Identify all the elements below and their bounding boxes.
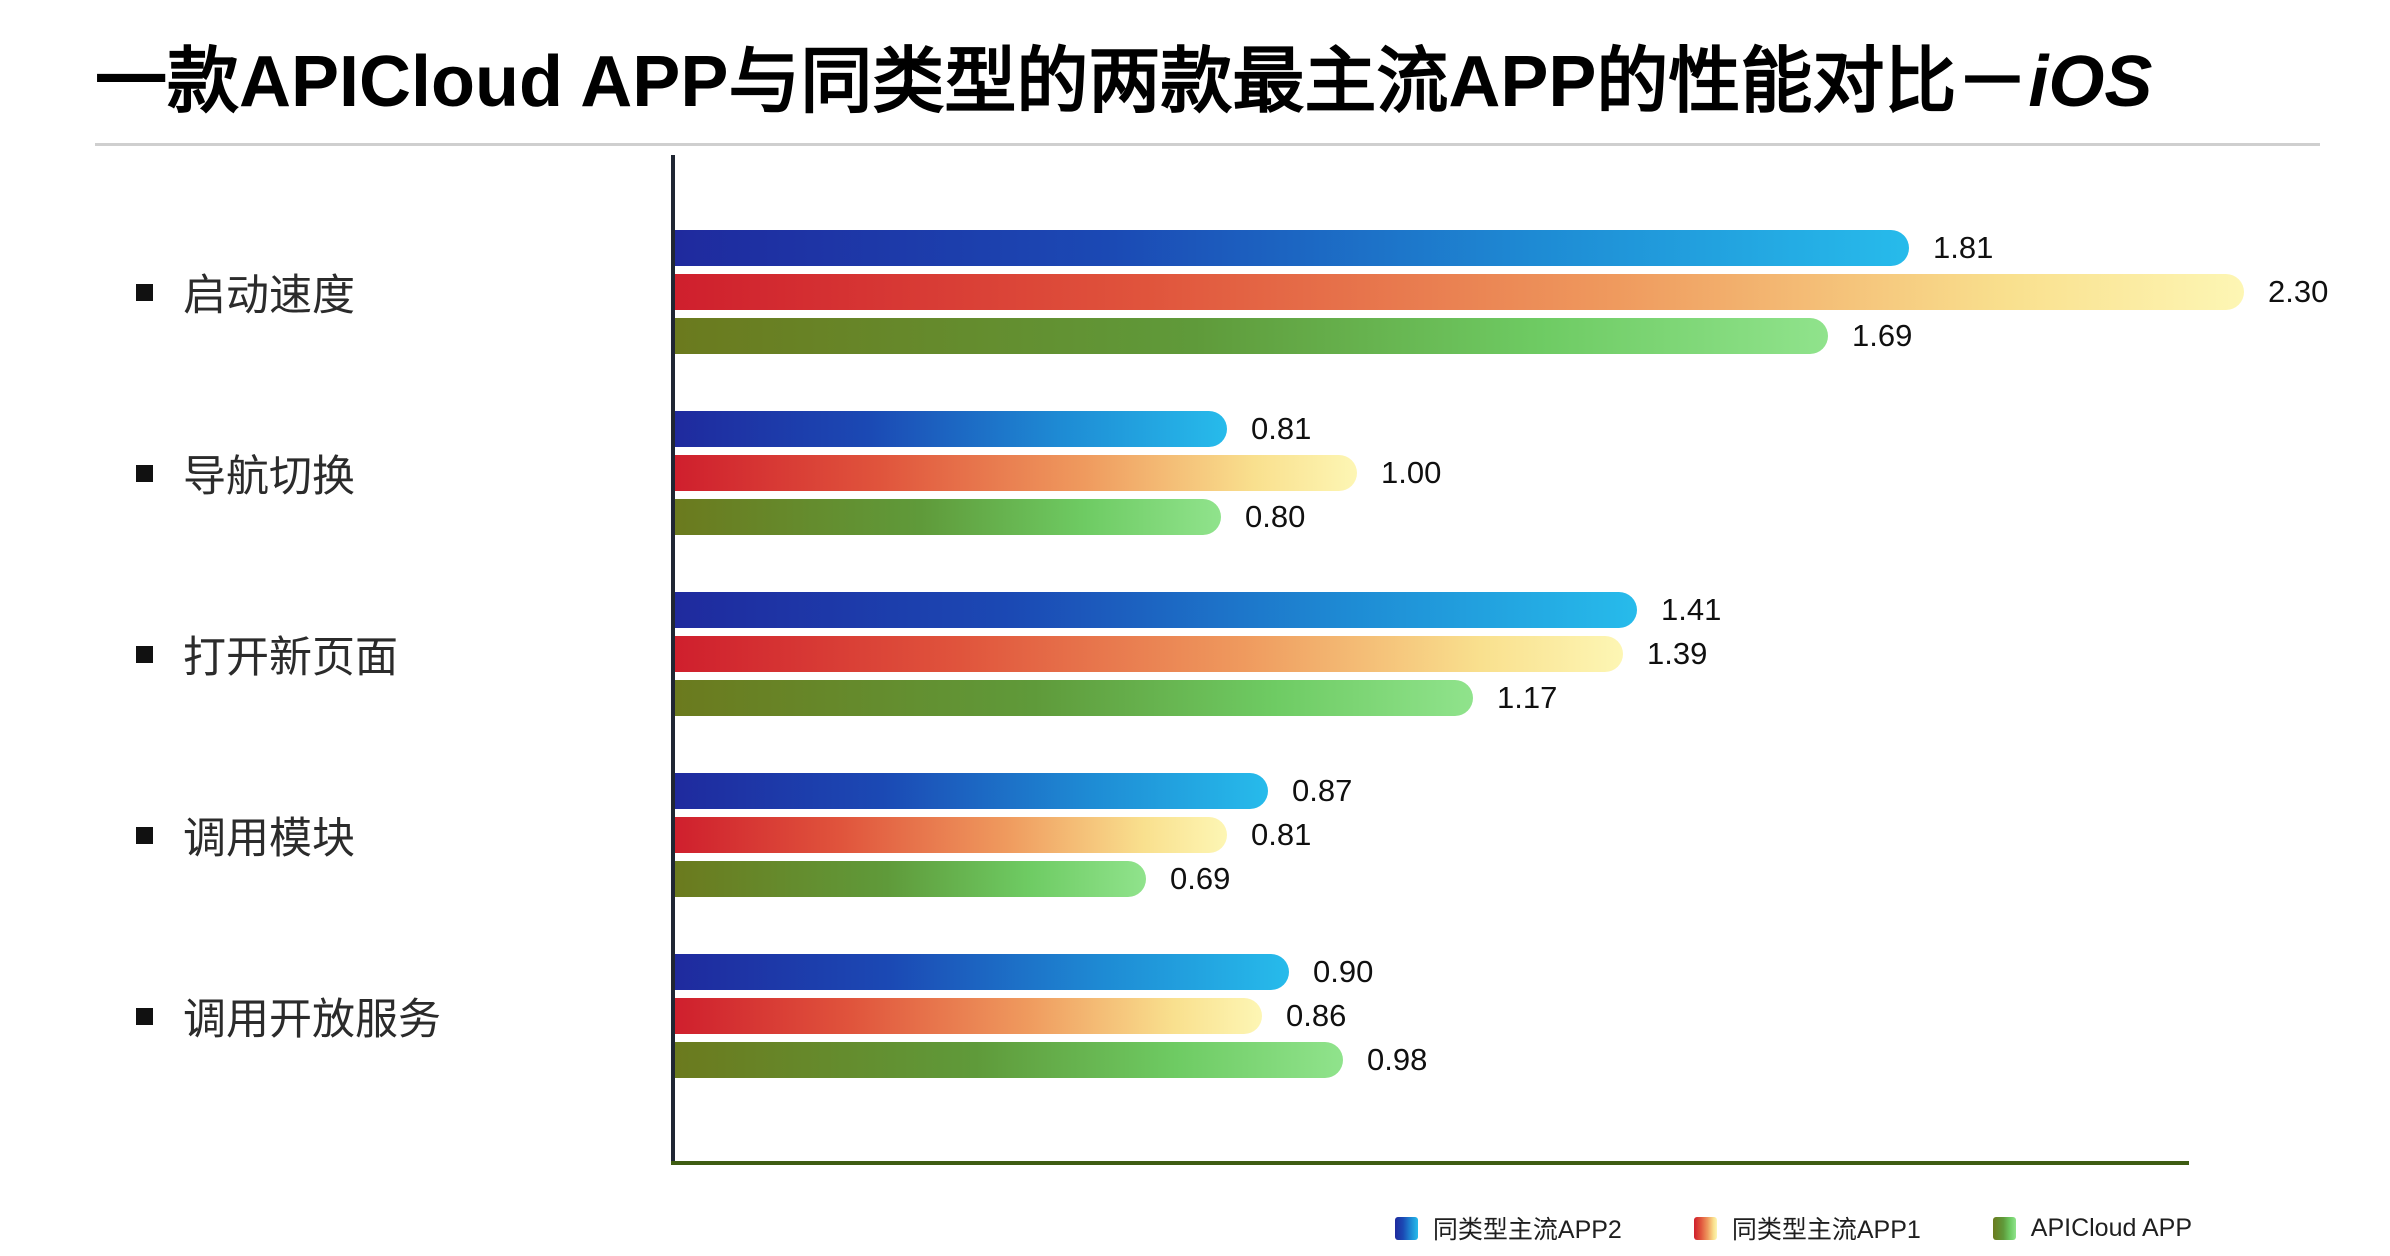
bar-同类型主流APP2 bbox=[675, 411, 1227, 447]
legend-item: 同类型主流APP1 bbox=[1693, 1210, 1921, 1246]
bar-value-label: 0.81 bbox=[1251, 411, 1312, 446]
category-label: 调用模块 bbox=[136, 804, 355, 866]
legend-label: 同类型主流APP2 bbox=[1432, 1216, 1622, 1244]
bar-APICloud APP bbox=[675, 861, 1146, 897]
legend-swatch-icon bbox=[1992, 1216, 2016, 1240]
page-title-main: 一款APICloud APP与同类型的两款最主流APP的性能对比－ bbox=[95, 42, 2029, 122]
category-group: 导航切换 0.81 1.00 0.80 bbox=[0, 411, 2390, 535]
bar-value-label: 1.39 bbox=[1647, 636, 1708, 671]
bar-同类型主流APP2 bbox=[675, 773, 1268, 809]
category-bars: 0.81 1.00 0.80 bbox=[675, 411, 1441, 535]
chart-legend: 同类型主流APP2 同类型主流APP1 APICloud APP bbox=[1394, 1210, 2192, 1246]
bar-value-label: 1.41 bbox=[1661, 592, 1722, 627]
category-label: 导航切换 bbox=[136, 442, 355, 504]
category-label-text: 打开新页面 bbox=[183, 634, 398, 682]
bar-同类型主流APP1 bbox=[675, 455, 1357, 491]
title-divider bbox=[95, 143, 2320, 146]
category-bullet-icon bbox=[136, 283, 153, 301]
bar-row: 1.81 bbox=[675, 230, 2328, 266]
bar-row: 1.17 bbox=[675, 680, 1721, 716]
category-bullet-icon bbox=[136, 1007, 153, 1025]
category-bullet-icon bbox=[136, 645, 153, 663]
page-title-ios: iOS bbox=[2028, 42, 2153, 122]
category-label: 打开新页面 bbox=[136, 623, 398, 685]
bar-row: 0.87 bbox=[675, 773, 1352, 809]
category-group: 调用模块 0.87 0.81 0.69 bbox=[0, 773, 2390, 897]
bar-row: 1.39 bbox=[675, 636, 1721, 672]
bar-value-label: 0.87 bbox=[1292, 773, 1353, 808]
bar-row: 0.81 bbox=[675, 411, 1441, 447]
bar-row: 0.98 bbox=[675, 1042, 1427, 1078]
legend-swatch-icon bbox=[1394, 1216, 1418, 1240]
category-label-text: 导航切换 bbox=[183, 453, 355, 501]
bar-value-label: 1.81 bbox=[1933, 230, 1994, 265]
page-title: 一款APICloud APP与同类型的两款最主流APP的性能对比－iOS bbox=[95, 22, 2152, 127]
bar-value-label: 0.98 bbox=[1367, 1042, 1428, 1077]
bar-value-label: 0.80 bbox=[1245, 499, 1306, 534]
legend-item: APICloud APP bbox=[1992, 1213, 2192, 1243]
bar-value-label: 1.00 bbox=[1381, 455, 1442, 490]
category-group: 调用开放服务 0.90 0.86 0.98 bbox=[0, 954, 2390, 1078]
category-label-text: 调用开放服务 bbox=[183, 996, 441, 1044]
bar-row: 1.00 bbox=[675, 455, 1441, 491]
bar-value-label: 0.69 bbox=[1170, 861, 1231, 896]
bar-row: 0.81 bbox=[675, 817, 1352, 853]
legend-item: 同类型主流APP2 bbox=[1394, 1210, 1622, 1246]
legend-swatch-icon bbox=[1693, 1216, 1717, 1240]
bar-value-label: 1.17 bbox=[1497, 680, 1558, 715]
bar-value-label: 0.86 bbox=[1286, 998, 1347, 1033]
bar-APICloud APP bbox=[675, 1042, 1343, 1078]
category-label: 调用开放服务 bbox=[136, 985, 441, 1047]
category-bullet-icon bbox=[136, 826, 153, 844]
bar-APICloud APP bbox=[675, 499, 1221, 535]
bar-value-label: 0.81 bbox=[1251, 817, 1312, 852]
bar-value-label: 1.69 bbox=[1852, 318, 1913, 353]
category-label: 启动速度 bbox=[136, 261, 355, 323]
category-bullet-icon bbox=[136, 464, 153, 482]
category-bars: 1.41 1.39 1.17 bbox=[675, 592, 1721, 716]
legend-label: APICloud APP bbox=[2030, 1213, 2192, 1242]
bar-value-label: 2.30 bbox=[2268, 274, 2329, 309]
chart-groups: 启动速度 1.81 2.30 1.69 导航切换 0.81 1.00 0.80 打开新页面 1.4… bbox=[0, 230, 2390, 1135]
bar-同类型主流APP2 bbox=[675, 592, 1637, 628]
category-label-text: 调用模块 bbox=[183, 815, 355, 863]
bar-同类型主流APP2 bbox=[675, 954, 1289, 990]
bar-APICloud APP bbox=[675, 680, 1473, 716]
bar-APICloud APP bbox=[675, 318, 1828, 354]
category-group: 打开新页面 1.41 1.39 1.17 bbox=[0, 592, 2390, 716]
bar-row: 2.30 bbox=[675, 274, 2328, 310]
bar-同类型主流APP1 bbox=[675, 636, 1623, 672]
bar-同类型主流APP2 bbox=[675, 230, 1909, 266]
category-bars: 1.81 2.30 1.69 bbox=[675, 230, 2328, 354]
bar-row: 0.80 bbox=[675, 499, 1441, 535]
bar-row: 1.69 bbox=[675, 318, 2328, 354]
x-axis-line bbox=[671, 1161, 2189, 1165]
bar-value-label: 0.90 bbox=[1313, 954, 1374, 989]
category-bars: 0.90 0.86 0.98 bbox=[675, 954, 1427, 1078]
category-bars: 0.87 0.81 0.69 bbox=[675, 773, 1352, 897]
category-group: 启动速度 1.81 2.30 1.69 bbox=[0, 230, 2390, 354]
legend-label: 同类型主流APP1 bbox=[1731, 1216, 1921, 1244]
bar-row: 1.41 bbox=[675, 592, 1721, 628]
bar-同类型主流APP1 bbox=[675, 274, 2244, 310]
bar-同类型主流APP1 bbox=[675, 998, 1262, 1034]
bar-row: 0.90 bbox=[675, 954, 1427, 990]
y-axis-line bbox=[671, 155, 675, 1165]
bar-同类型主流APP1 bbox=[675, 817, 1227, 853]
bar-row: 0.86 bbox=[675, 998, 1427, 1034]
category-label-text: 启动速度 bbox=[183, 272, 355, 320]
bar-row: 0.69 bbox=[675, 861, 1352, 897]
